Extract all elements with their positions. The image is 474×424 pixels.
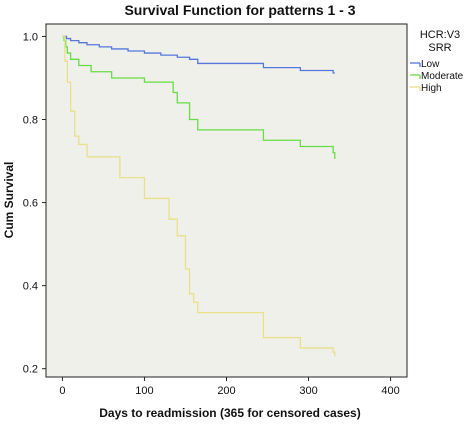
- y-tick-label: 0.4: [23, 281, 38, 293]
- series-line-moderate: [62, 35, 336, 159]
- legend-label-moderate: Moderate: [421, 71, 464, 82]
- x-tick-label: 100: [135, 385, 153, 397]
- series-line-low: [62, 35, 335, 74]
- y-tick-label: 0.6: [23, 198, 38, 210]
- legend-label-high: High: [421, 83, 442, 94]
- x-tick-label: 300: [299, 385, 317, 397]
- legend-title-line-1: HCR:V3: [420, 29, 460, 41]
- y-tick-label: 0.8: [23, 115, 38, 127]
- chart-title: Survival Function for patterns 1 - 3: [124, 2, 355, 18]
- x-axis-ticks: 0 100 200 300 400: [59, 377, 400, 397]
- x-tick-label: 400: [381, 385, 399, 397]
- y-axis-ticks: 0.2 0.4 0.6 0.8 1.0: [23, 31, 46, 376]
- y-tick-label: 0.2: [23, 364, 38, 376]
- x-tick-label: 0: [59, 385, 65, 397]
- y-axis-label: Cum Survival: [2, 162, 16, 239]
- legend-label-low: Low: [421, 59, 440, 70]
- y-tick-label: 1.0: [23, 31, 38, 43]
- x-axis-label: Days to readmission (365 for censored ca…: [99, 406, 360, 420]
- series-line-high: [62, 35, 336, 357]
- plot-area: [45, 23, 408, 378]
- legend-title-line-2: SRR: [428, 42, 451, 54]
- x-tick-label: 200: [217, 385, 235, 397]
- series-lines: [62, 35, 336, 357]
